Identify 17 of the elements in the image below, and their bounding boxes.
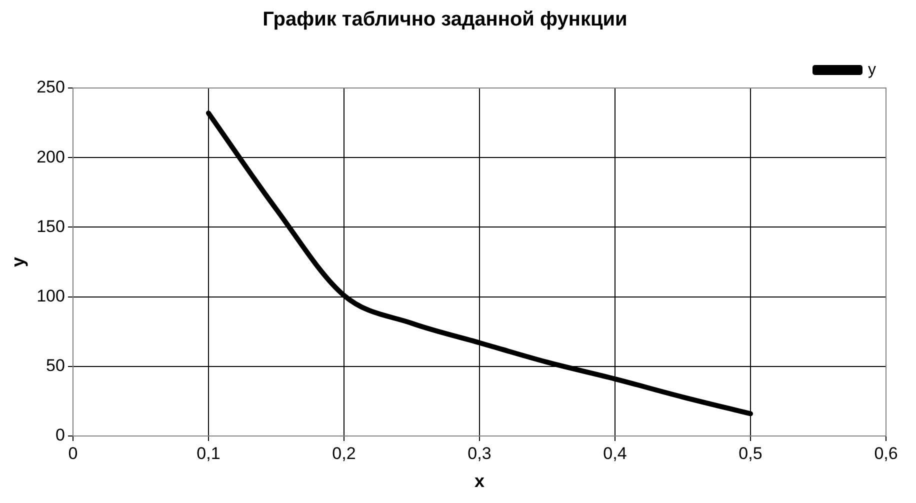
- y-tick-label: 0: [55, 426, 65, 445]
- y-tick-label: 250: [36, 78, 65, 97]
- y-tick-label: 200: [36, 147, 65, 166]
- y-tick-label: 150: [36, 216, 65, 236]
- y-tick-label: 50: [46, 356, 65, 376]
- x-tick-label: 0,3: [468, 444, 492, 463]
- x-axis-title: x: [474, 471, 484, 492]
- chart-title: График таблично заданной функции: [262, 8, 628, 31]
- x-tick-label: 0,2: [332, 444, 356, 463]
- x-tick-label: 0: [68, 444, 78, 463]
- y-axis-title: y: [8, 256, 28, 268]
- legend-label: y: [868, 61, 876, 78]
- x-tick-label: 0,6: [874, 444, 898, 463]
- x-tick-label: 0,4: [603, 444, 627, 463]
- x-tick-label: 0,5: [738, 444, 762, 463]
- x-tick-label: 0,1: [196, 444, 220, 463]
- y-tick-label: 100: [36, 286, 65, 306]
